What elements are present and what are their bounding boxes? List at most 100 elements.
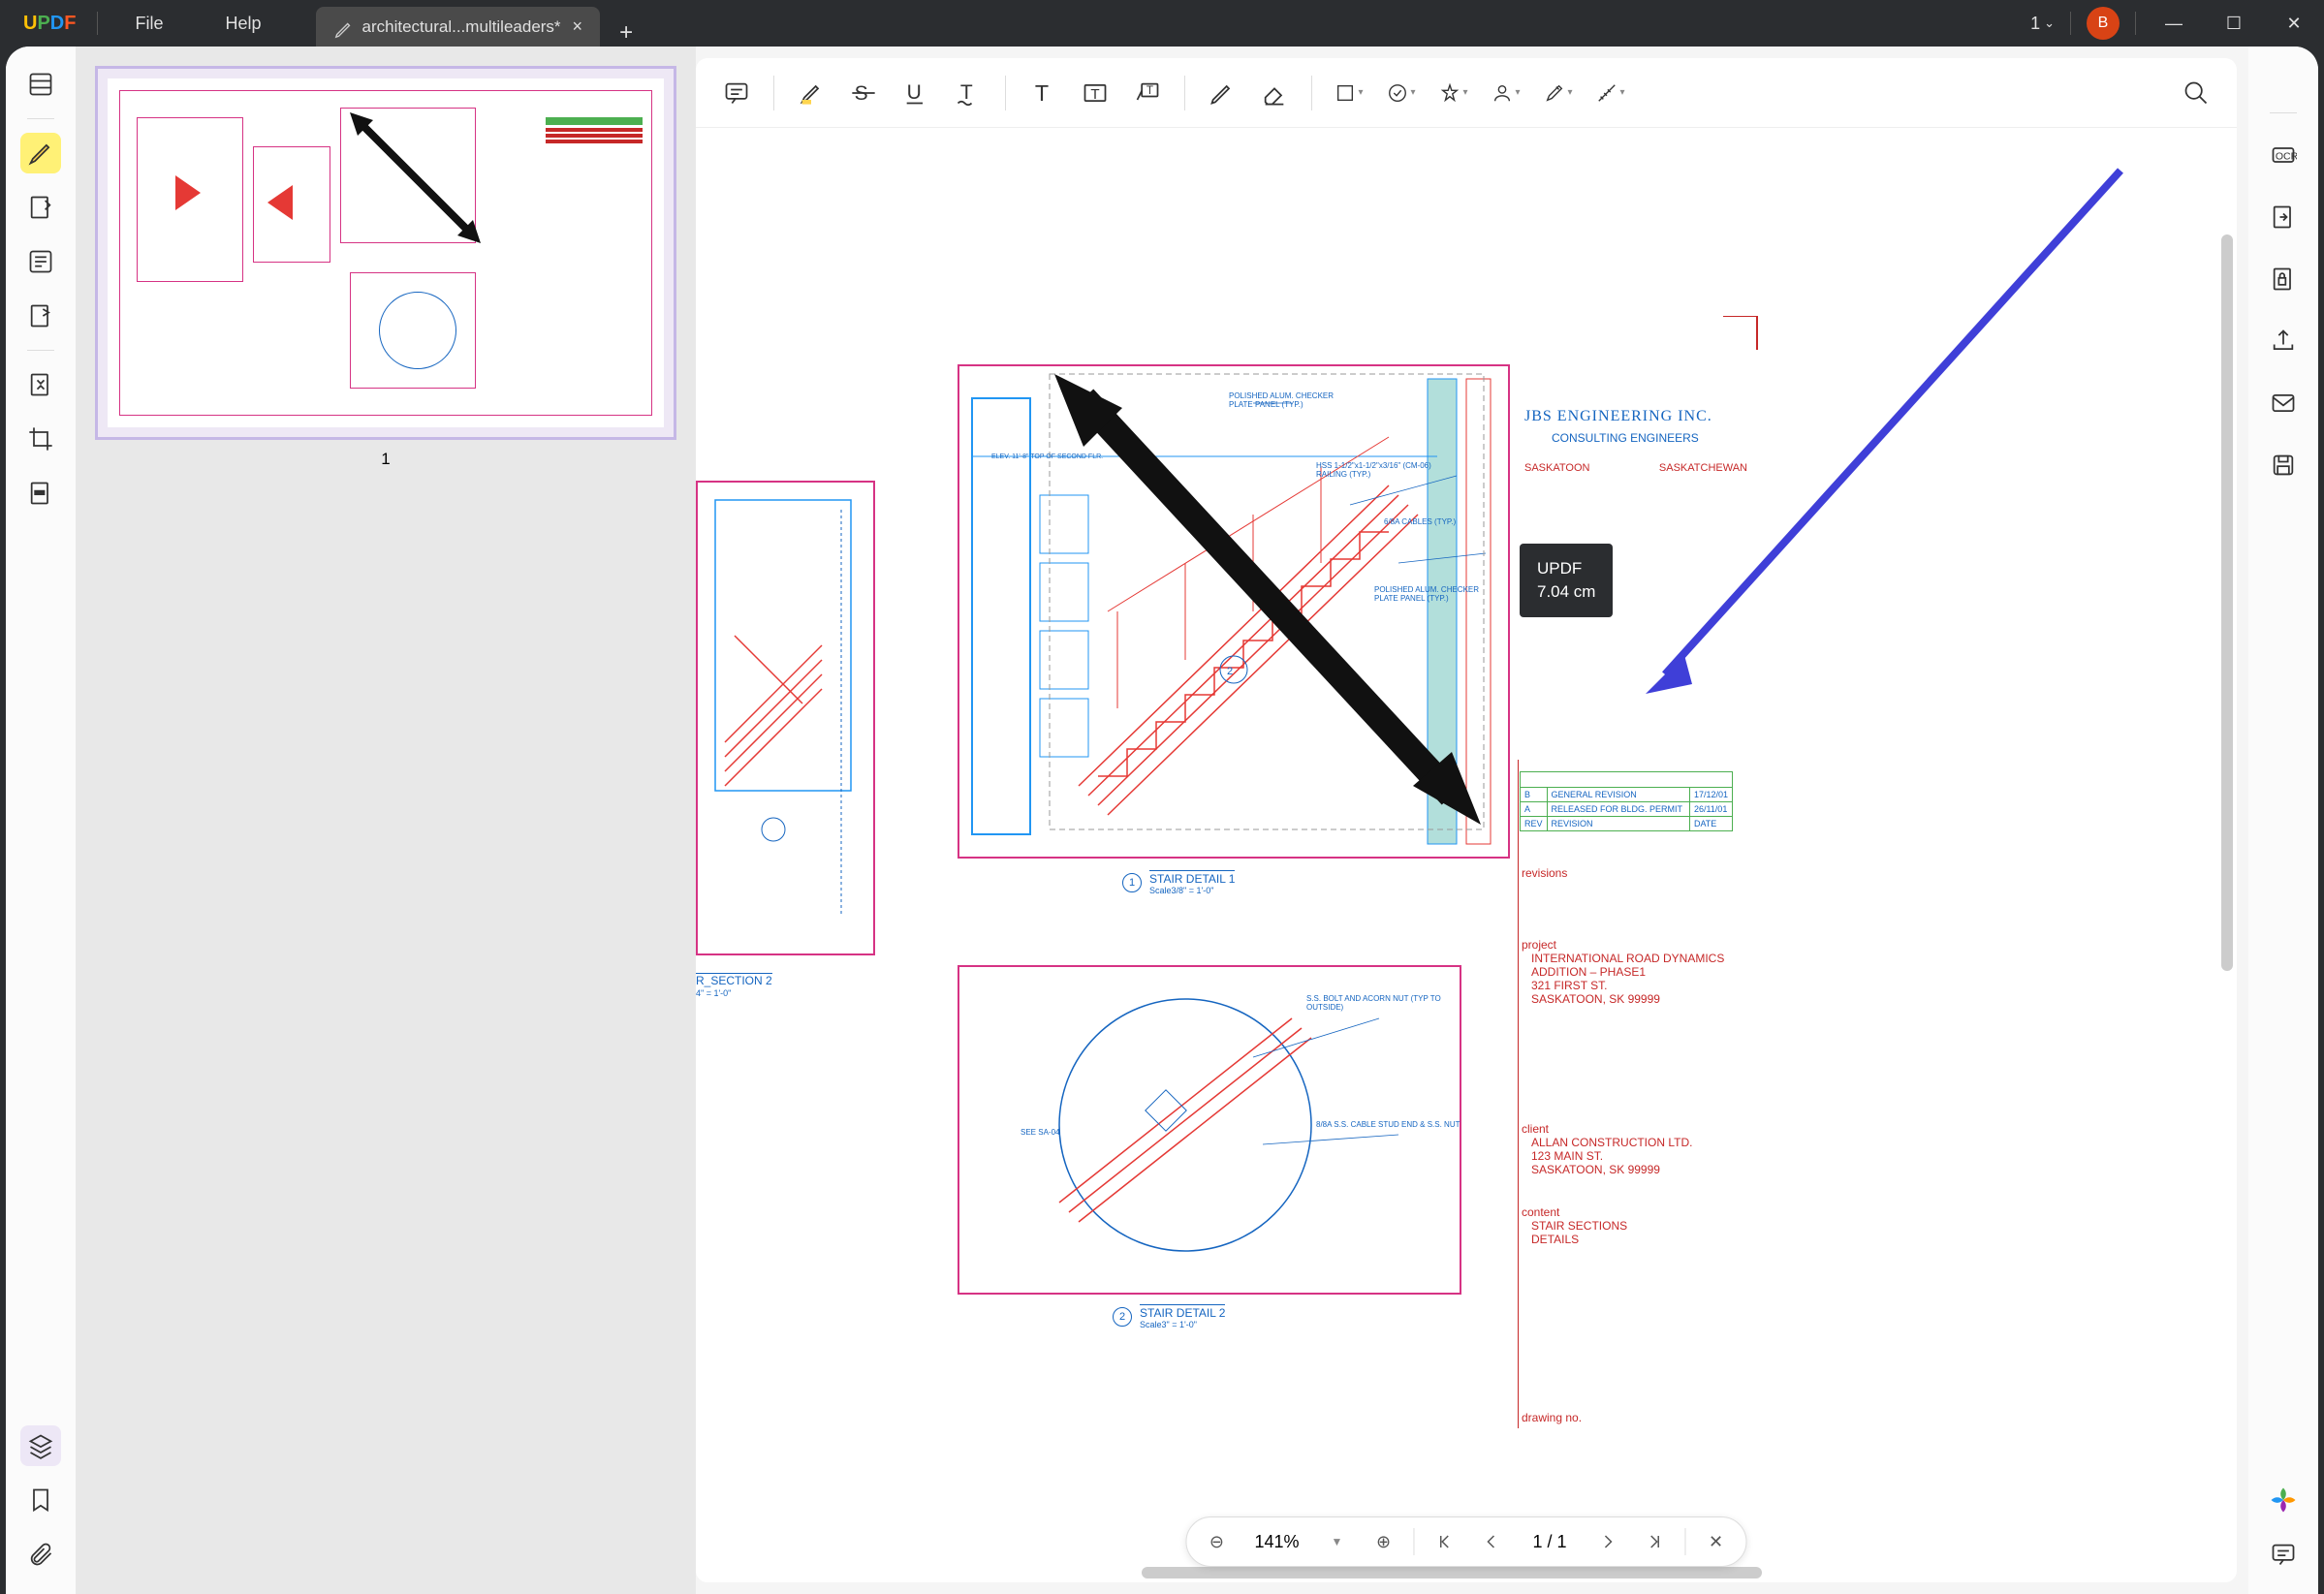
menu-help[interactable]: Help <box>194 14 292 34</box>
svg-text:T: T <box>960 80 973 103</box>
close-icon[interactable]: × <box>573 16 583 37</box>
thumbnail-panel: 1 <box>76 47 696 1594</box>
stamp-icon[interactable] <box>1378 70 1425 116</box>
tab-title: architectural...multileaders* <box>362 17 561 37</box>
chat-icon[interactable] <box>2263 1534 2304 1575</box>
annotate-icon[interactable] <box>20 133 61 173</box>
callout-6: 8/8A S.S. CABLE STUD END & S.S. NUT <box>1316 1120 1471 1129</box>
callout-icon[interactable]: T <box>1124 70 1171 116</box>
strikethrough-icon[interactable]: S <box>840 70 887 116</box>
detail-1-number: 1 <box>1122 873 1142 892</box>
share-icon[interactable] <box>2263 321 2304 361</box>
measurement-arrow[interactable] <box>1045 369 1500 844</box>
svg-text:U: U <box>907 80 922 103</box>
section-title: R_SECTION 2 <box>696 973 772 987</box>
detail-1-title: STAIR DETAIL 1 <box>1149 870 1235 886</box>
stair-detail-2: SEE SA-04 <box>962 970 1457 1290</box>
annotation-toolbar: S U T T T T <box>696 58 2237 128</box>
compress-icon[interactable] <box>20 364 61 405</box>
svg-text:T: T <box>1090 85 1099 102</box>
project-block: project INTERNATIONAL ROAD DYNAMICS ADDI… <box>1522 938 1724 1006</box>
drawing-no-label: drawing no. <box>1522 1411 1582 1424</box>
page-thumbnail[interactable] <box>95 66 676 440</box>
tooltip-title: UPDF <box>1537 557 1595 580</box>
menu-file[interactable]: File <box>104 14 194 34</box>
left-rail <box>6 47 76 1594</box>
signature-icon[interactable] <box>1483 70 1529 116</box>
minimize-button[interactable]: — <box>2151 1 2196 46</box>
page-indicator[interactable]: 1 / 1 <box>1522 1532 1579 1552</box>
thumb-page-number: 1 <box>95 450 676 469</box>
thumbnails-icon[interactable] <box>20 64 61 105</box>
shape-icon[interactable] <box>1326 70 1372 116</box>
callout-4: POLISHED ALUM. CHECKER PLATE PANEL (TYP.… <box>1374 585 1500 603</box>
eraser-icon[interactable] <box>1251 70 1298 116</box>
vertical-scrollbar[interactable] <box>2221 234 2233 971</box>
ai-icon[interactable] <box>2263 1480 2304 1520</box>
highlight-icon[interactable] <box>788 70 834 116</box>
crop-icon[interactable] <box>20 419 61 459</box>
app-body: 1 S U T T T T <box>6 47 2318 1594</box>
new-tab-button[interactable]: + <box>600 19 652 47</box>
sticky-icon[interactable] <box>1430 70 1477 116</box>
detail-2-title: STAIR DETAIL 2 <box>1140 1304 1225 1320</box>
right-rail: OCR <box>2248 47 2318 1594</box>
protect-icon[interactable] <box>2263 259 2304 299</box>
last-page-button[interactable] <box>1639 1525 1672 1558</box>
zoom-in-button[interactable]: ⊕ <box>1367 1525 1400 1558</box>
titlebar: UPDF File Help architectural...multilead… <box>0 0 2324 47</box>
comment-icon[interactable] <box>713 70 760 116</box>
content-block: content STAIR SECTIONS DETAILS <box>1522 1205 1627 1246</box>
section-scale: 4" = 1'-0" <box>696 988 731 998</box>
close-window-button[interactable]: ✕ <box>2272 1 2316 46</box>
bookmark-icon[interactable] <box>20 1480 61 1520</box>
edit-icon[interactable] <box>20 187 61 228</box>
revisions-table: BGENERAL REVISION17/12/01 ARELEASED FOR … <box>1520 771 1733 831</box>
underline-icon[interactable]: U <box>893 70 939 116</box>
app-logo: UPDF <box>8 13 91 35</box>
close-toolbar-button[interactable]: ✕ <box>1700 1525 1733 1558</box>
content-area: S U T T T T <box>696 58 2237 1582</box>
callout-3: 6/8A CABLES (TYP.) <box>1384 517 1456 526</box>
tab-strip: architectural...multileaders* × + <box>316 0 653 47</box>
next-page-button[interactable] <box>1592 1525 1625 1558</box>
redact-tool-icon[interactable] <box>1535 70 1582 116</box>
search-icon[interactable] <box>2173 70 2219 116</box>
page-control-bar: ⊖ 141% ▼ ⊕ 1 / 1 ✕ <box>1185 1516 1746 1567</box>
window-count[interactable]: 1⌄ <box>2030 14 2055 34</box>
tooltip-value: 7.04 cm <box>1537 580 1595 604</box>
form-icon[interactable] <box>20 241 61 282</box>
page-canvas[interactable]: R_SECTION 2 4" = 1'-0" <box>696 128 2237 1582</box>
prev-page-button[interactable] <box>1475 1525 1508 1558</box>
text-icon[interactable]: T <box>1020 70 1066 116</box>
city-1: SASKATOON <box>1524 462 1589 474</box>
email-icon[interactable] <box>2263 383 2304 423</box>
svg-text:OCR: OCR <box>2276 151 2297 163</box>
textbox-icon[interactable]: T <box>1072 70 1118 116</box>
layers-icon[interactable] <box>20 1425 61 1466</box>
ocr-icon[interactable]: OCR <box>2263 135 2304 175</box>
user-avatar[interactable]: B <box>2087 7 2120 40</box>
callout-8: ELEV. 11'-8" TOP OF SECOND FLR. <box>991 453 1103 460</box>
save-icon[interactable] <box>2263 445 2304 485</box>
measurement-tooltip: UPDF 7.04 cm <box>1520 544 1613 617</box>
redact-icon[interactable] <box>20 473 61 514</box>
squiggly-icon[interactable]: T <box>945 70 991 116</box>
zoom-dropdown[interactable]: ▼ <box>1321 1525 1354 1558</box>
zoom-out-button[interactable]: ⊖ <box>1200 1525 1233 1558</box>
svg-text:T: T <box>1146 84 1153 97</box>
measure-icon[interactable] <box>1587 70 1634 116</box>
attachment-icon[interactable] <box>20 1534 61 1575</box>
pencil-tool-icon[interactable] <box>1199 70 1245 116</box>
convert-icon[interactable] <box>2263 197 2304 237</box>
revisions-label: revisions <box>1522 866 1567 880</box>
horizontal-scrollbar[interactable] <box>1142 1567 1762 1578</box>
organize-icon[interactable] <box>20 296 61 336</box>
document-tab[interactable]: architectural...multileaders* × <box>316 7 601 47</box>
zoom-value[interactable]: 141% <box>1246 1532 1306 1552</box>
pointer-arrow <box>1636 161 2140 703</box>
svg-text:T: T <box>1035 80 1049 106</box>
pdf-page: R_SECTION 2 4" = 1'-0" <box>696 151 2140 1582</box>
first-page-button[interactable] <box>1429 1525 1461 1558</box>
maximize-button[interactable]: ☐ <box>2212 1 2256 46</box>
